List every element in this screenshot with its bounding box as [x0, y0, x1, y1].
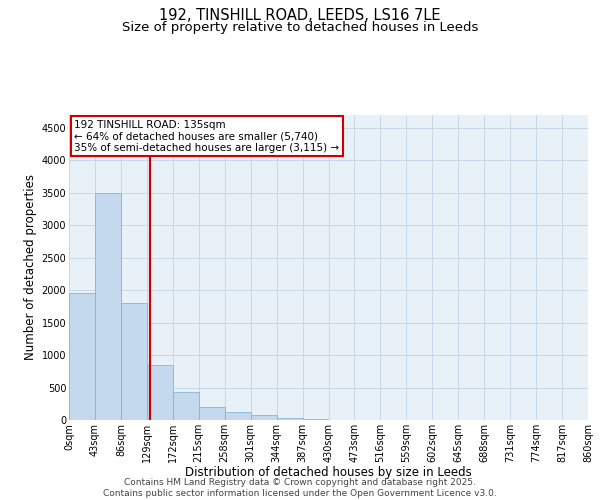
Text: Contains HM Land Registry data © Crown copyright and database right 2025.
Contai: Contains HM Land Registry data © Crown c…	[103, 478, 497, 498]
Text: 192, TINSHILL ROAD, LEEDS, LS16 7LE: 192, TINSHILL ROAD, LEEDS, LS16 7LE	[159, 8, 441, 22]
X-axis label: Distribution of detached houses by size in Leeds: Distribution of detached houses by size …	[185, 466, 472, 479]
Text: Size of property relative to detached houses in Leeds: Size of property relative to detached ho…	[122, 22, 478, 35]
Bar	[95, 193, 121, 420]
Text: 192 TINSHILL ROAD: 135sqm
← 64% of detached houses are smaller (5,740)
35% of se: 192 TINSHILL ROAD: 135sqm ← 64% of detac…	[74, 120, 340, 153]
Bar	[69, 294, 95, 420]
Bar	[251, 416, 277, 420]
Bar	[199, 407, 224, 420]
Bar	[277, 418, 302, 420]
Bar	[147, 365, 173, 420]
Bar	[224, 412, 251, 420]
Bar	[173, 392, 199, 420]
Y-axis label: Number of detached properties: Number of detached properties	[25, 174, 37, 360]
Bar	[121, 303, 147, 420]
